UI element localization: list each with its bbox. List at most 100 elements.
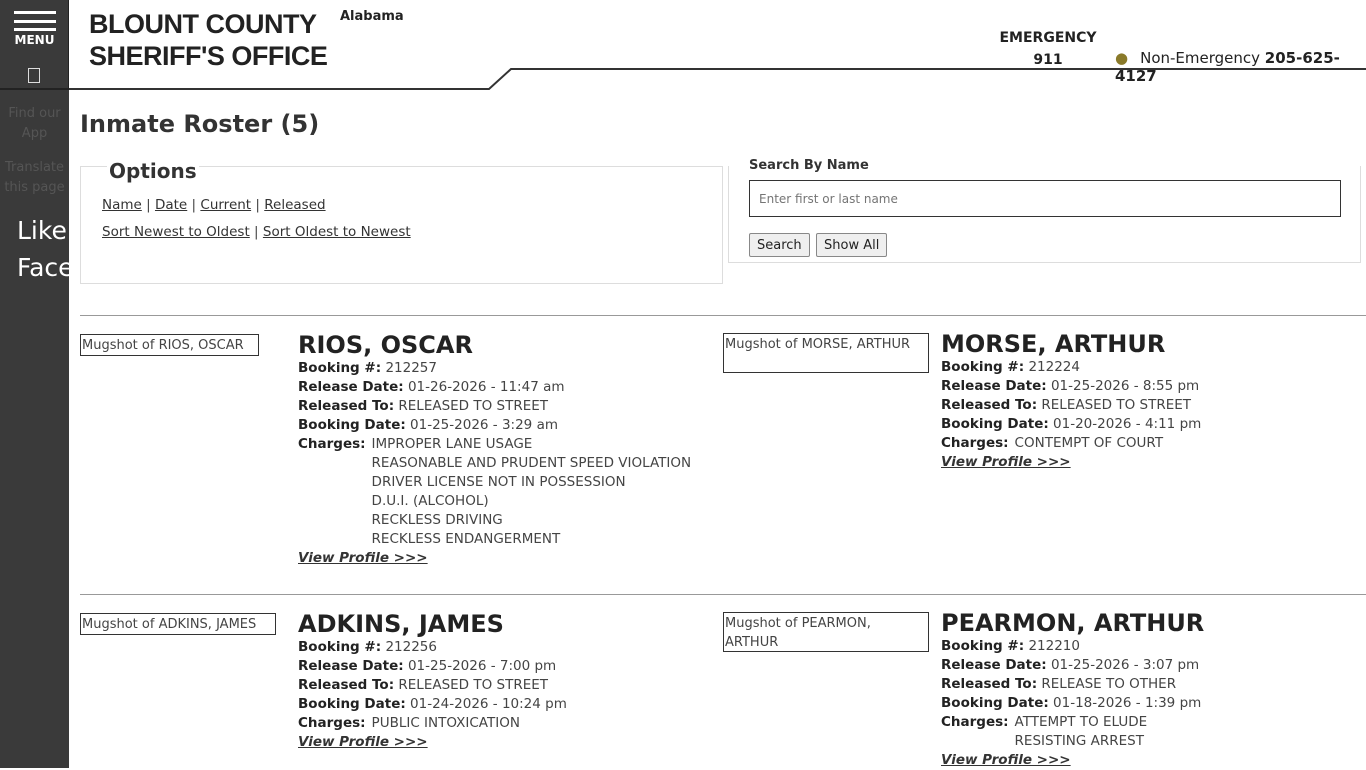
mugshot-image[interactable]: Mugshot of RIOS, OSCAR	[80, 334, 259, 356]
booking-date-label: Booking Date:	[298, 696, 406, 712]
divider	[80, 594, 1366, 595]
released-to-row: Released To: RELEASED TO STREET	[298, 397, 691, 416]
inmate-name[interactable]: MORSE, ARTHUR	[941, 330, 1166, 358]
charge-item: RESISTING ARREST	[1014, 733, 1144, 749]
charges-label: Charges:	[941, 714, 1009, 730]
booking-date-row: Booking Date: 01-20-2026 - 4:11 pm	[941, 415, 1201, 434]
release-date-label: Release Date:	[298, 658, 404, 674]
search-input[interactable]	[749, 180, 1341, 217]
booking-number-row: Booking #: 212210	[941, 637, 1204, 656]
menu-button[interactable]: MENU	[0, 0, 69, 90]
emergency-number[interactable]: 911	[1033, 52, 1063, 68]
release-date-label: Release Date:	[298, 379, 404, 395]
released-to-label: Released To:	[941, 397, 1038, 413]
release-date-row: Release Date: 01-25-2026 - 3:07 pm	[941, 656, 1204, 675]
nonemergency-number[interactable]: 205-625-4127	[1115, 49, 1340, 85]
filter-current-link[interactable]: Current	[200, 197, 252, 213]
view-profile-link[interactable]: View Profile >>>	[298, 550, 428, 566]
nonemergency-info: ● Non-Emergency 205-625-4127	[1115, 49, 1366, 85]
search-button[interactable]: Search	[749, 233, 810, 257]
hamburger-icon	[14, 28, 56, 31]
charge-item: CONTEMPT OF COURT	[1014, 435, 1164, 451]
find-app-link[interactable]: Find our App	[8, 106, 61, 141]
release-date-row: Release Date: 01-25-2026 - 8:55 pm	[941, 377, 1201, 396]
booking-number-row: Booking #: 212224	[941, 358, 1201, 377]
menu-label: MENU	[14, 33, 55, 47]
charge-item: RECKLESS DRIVING	[371, 512, 503, 528]
sort-links: Sort Newest to Oldest | Sort Oldest to N…	[102, 224, 411, 240]
released-to-value: RELEASED TO STREET	[398, 398, 549, 414]
missing-glyph-icon	[28, 68, 40, 83]
filter-name-link[interactable]: Name	[102, 197, 142, 213]
emergency-info: EMERGENCY 911	[989, 27, 1107, 71]
emergency-label: EMERGENCY	[999, 30, 1097, 46]
inmate-info: MORSE, ARTHUR Booking #: 212224 Release D…	[941, 330, 1201, 472]
released-to-row: Released To: RELEASED TO STREET	[298, 676, 567, 695]
released-to-label: Released To:	[298, 677, 395, 693]
released-to-value: RELEASE TO OTHER	[1041, 676, 1177, 692]
release-date-value: 01-25-2026 - 7:00 pm	[407, 658, 557, 674]
release-date-value: 01-25-2026 - 8:55 pm	[1050, 378, 1200, 394]
mugshot-image[interactable]: Mugshot of PEARMON, ARTHUR	[723, 612, 929, 652]
search-panel: Search By Name Search Show All	[728, 158, 1361, 263]
booking-number-row: Booking #: 212256	[298, 638, 567, 657]
nonemergency-label: Non-Emergency	[1140, 49, 1261, 67]
release-date-value: 01-25-2026 - 3:07 pm	[1050, 657, 1200, 673]
view-profile-link[interactable]: View Profile >>>	[298, 734, 428, 750]
booking-number-label: Booking #:	[941, 638, 1025, 654]
bullet-icon: ●	[1115, 49, 1129, 67]
release-date-row: Release Date: 01-26-2026 - 11:47 am	[298, 378, 691, 397]
state-label: Alabama	[340, 9, 404, 24]
booking-date-value: 01-25-2026 - 3:29 am	[410, 417, 558, 433]
translate-link[interactable]: Translate this page	[4, 160, 65, 195]
release-date-row: Release Date: 01-25-2026 - 7:00 pm	[298, 657, 567, 676]
booking-number-value: 212224	[1028, 359, 1080, 375]
hamburger-icon	[14, 20, 56, 23]
filter-links: Name | Date | Current | Released	[102, 197, 326, 213]
booking-number-label: Booking #:	[298, 360, 382, 376]
facebook-link[interactable]: Like us on Facebook	[17, 216, 69, 282]
filter-released-link[interactable]: Released	[264, 197, 326, 213]
sort-newest-link[interactable]: Sort Newest to Oldest	[102, 224, 250, 240]
booking-date-row: Booking Date: 01-25-2026 - 3:29 am	[298, 416, 691, 435]
charge-item: ATTEMPT TO ELUDE	[1014, 714, 1148, 730]
charge-item: D.U.I. (ALCOHOL)	[371, 493, 489, 509]
hamburger-icon	[14, 11, 56, 14]
release-date-label: Release Date:	[941, 657, 1047, 673]
show-all-button[interactable]: Show All	[816, 233, 888, 257]
charges-row: Charges: ATTEMPT TO ELUDE RESISTING ARREST	[941, 713, 1204, 751]
charges-row: Charges: IMPROPER LANE USAGE REASONABLE AN…	[298, 435, 691, 549]
release-date-label: Release Date:	[941, 378, 1047, 394]
search-label: Search By Name	[749, 158, 869, 173]
filter-date-link[interactable]: Date	[154, 197, 188, 213]
booking-number-value: 212256	[385, 639, 437, 655]
charges-row: Charges: PUBLIC INTOXICATION	[298, 714, 567, 733]
header: BLOUNT COUNTY SHERIFF'S OFFICE Alabama EM…	[69, 0, 1366, 90]
inmate-name[interactable]: ADKINS, JAMES	[298, 610, 504, 638]
inmate-name[interactable]: PEARMON, ARTHUR	[941, 609, 1205, 637]
view-profile-link[interactable]: View Profile >>>	[941, 752, 1071, 768]
site-logo[interactable]: BLOUNT COUNTY SHERIFF'S OFFICE	[89, 8, 328, 72]
page-title: Inmate Roster (5)	[80, 110, 320, 138]
sort-oldest-link[interactable]: Sort Oldest to Newest	[262, 224, 411, 240]
charge-item: IMPROPER LANE USAGE	[371, 436, 533, 452]
mugshot-image[interactable]: Mugshot of ADKINS, JAMES	[80, 613, 276, 635]
booking-date-label: Booking Date:	[941, 695, 1049, 711]
released-to-value: RELEASED TO STREET	[1041, 397, 1192, 413]
view-profile-link[interactable]: View Profile >>>	[941, 454, 1071, 470]
released-to-row: Released To: RELEASE TO OTHER	[941, 675, 1204, 694]
inmate-info: ADKINS, JAMES Booking #: 212256 Release D…	[298, 610, 567, 752]
booking-date-row: Booking Date: 01-24-2026 - 10:24 pm	[298, 695, 567, 714]
booking-date-label: Booking Date:	[941, 416, 1049, 432]
released-to-row: Released To: RELEASED TO STREET	[941, 396, 1201, 415]
options-panel: Options Name | Date | Current | Released…	[80, 159, 723, 284]
booking-number-value: 212210	[1028, 638, 1080, 654]
charges-label: Charges:	[298, 436, 366, 452]
charges-label: Charges:	[941, 435, 1009, 451]
inmate-name[interactable]: RIOS, OSCAR	[298, 331, 473, 359]
mugshot-image[interactable]: Mugshot of MORSE, ARTHUR	[723, 333, 929, 373]
sidebar: MENU Find our App Translate this page Li…	[0, 0, 69, 768]
inmate-info: RIOS, OSCAR Booking #: 212257 Release Dat…	[298, 331, 691, 568]
booking-date-value: 01-18-2026 - 1:39 pm	[1053, 695, 1202, 711]
charge-item: DRIVER LICENSE NOT IN POSSESSION	[371, 474, 626, 490]
